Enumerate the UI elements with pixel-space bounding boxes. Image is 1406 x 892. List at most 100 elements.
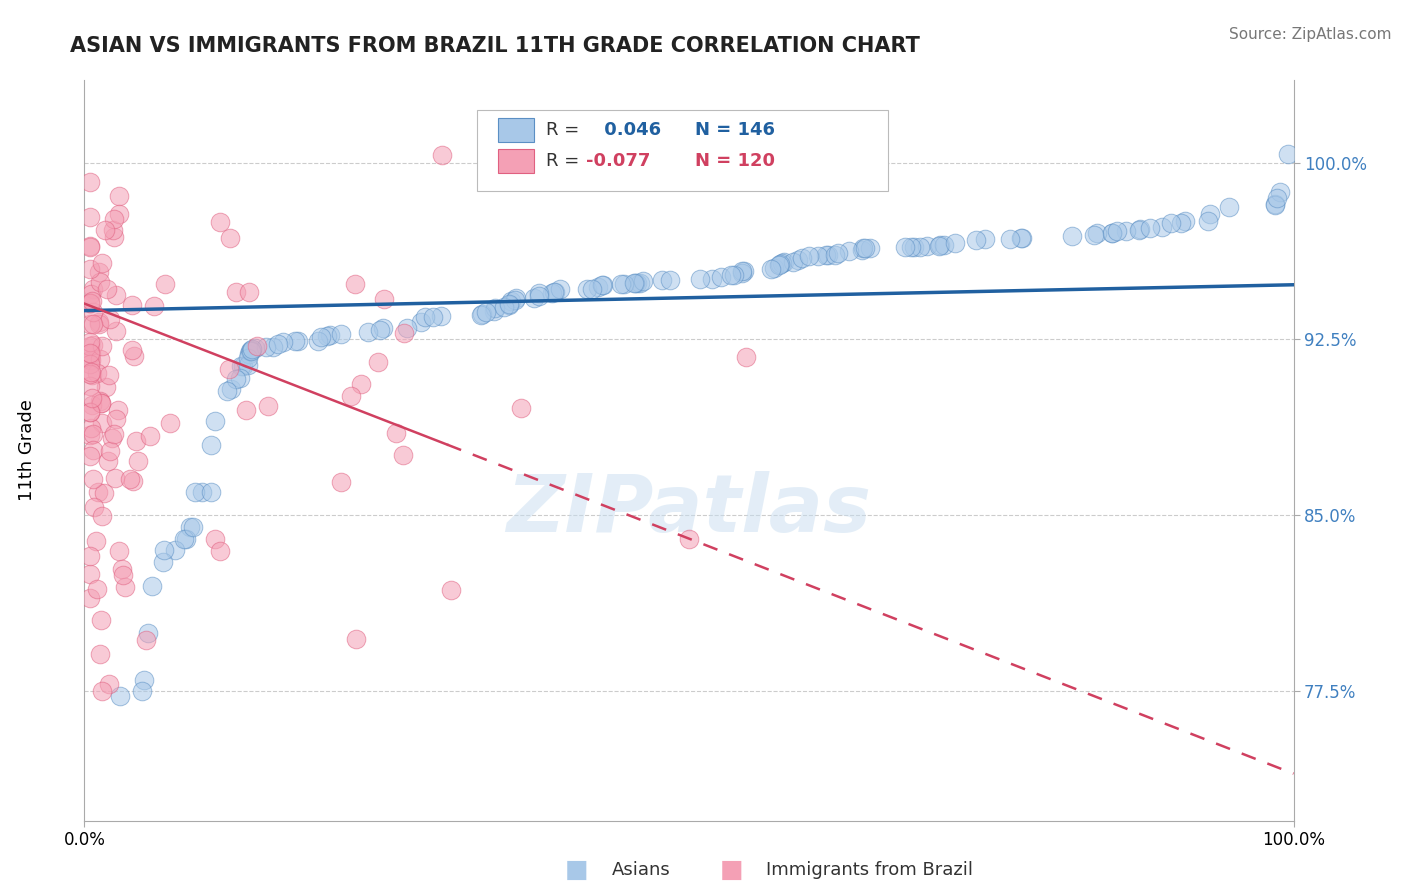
Point: [238, 351, 260, 366]
Point: [432, 148, 454, 162]
Point: [1129, 222, 1152, 236]
Point: [204, 532, 226, 546]
Point: [769, 257, 792, 271]
Point: [103, 212, 125, 227]
Point: [235, 403, 257, 417]
Point: [90, 613, 112, 627]
Point: [917, 239, 939, 253]
Point: [89, 317, 111, 331]
Point: [239, 343, 262, 358]
Point: [107, 402, 129, 417]
Point: [262, 339, 284, 353]
Text: Immigrants from Brazil: Immigrants from Brazil: [766, 861, 973, 879]
Point: [903, 240, 925, 254]
Point: [163, 543, 186, 558]
Point: [104, 288, 127, 302]
Point: [1199, 207, 1222, 221]
Point: [79, 449, 101, 463]
Point: [108, 689, 131, 703]
Point: [107, 544, 129, 558]
Text: ■: ■: [565, 858, 588, 881]
Point: [273, 335, 295, 350]
Point: [266, 336, 288, 351]
Text: Asians: Asians: [612, 861, 671, 879]
Point: [827, 245, 849, 260]
Point: [240, 343, 263, 357]
Point: [80, 347, 103, 361]
Point: [357, 325, 380, 339]
Point: [225, 285, 247, 300]
Point: [592, 278, 614, 293]
Point: [135, 633, 157, 648]
Point: [470, 308, 492, 322]
Point: [471, 307, 494, 321]
Point: [104, 324, 127, 338]
Point: [626, 276, 648, 290]
Point: [586, 280, 609, 294]
Point: [108, 207, 131, 221]
Point: [86, 366, 108, 380]
Point: [735, 350, 758, 364]
Point: [239, 343, 262, 358]
Point: [1170, 216, 1192, 230]
Point: [98, 444, 121, 458]
Point: [82, 472, 104, 486]
Point: [79, 262, 101, 277]
Point: [82, 305, 104, 319]
Point: [540, 285, 562, 300]
Point: [200, 484, 222, 499]
Point: [174, 532, 197, 546]
Point: [316, 329, 339, 343]
Point: [792, 252, 814, 266]
Point: [82, 282, 104, 296]
Point: [79, 427, 101, 442]
Point: [932, 237, 955, 252]
Point: [411, 315, 433, 329]
Point: [475, 304, 498, 318]
Point: [492, 300, 515, 314]
Point: [385, 425, 408, 440]
Point: [851, 244, 873, 258]
Point: [678, 532, 700, 546]
Point: [759, 261, 782, 276]
Point: [498, 298, 520, 312]
Point: [139, 429, 162, 443]
Point: [484, 301, 506, 315]
Point: [853, 241, 876, 255]
Point: [114, 580, 136, 594]
Point: [98, 677, 121, 691]
Point: [79, 296, 101, 310]
Point: [429, 310, 451, 324]
Point: [82, 293, 104, 308]
Point: [498, 297, 520, 311]
Point: [367, 355, 389, 369]
Point: [908, 240, 931, 254]
Point: [232, 359, 254, 373]
Point: [101, 222, 124, 236]
Point: [131, 684, 153, 698]
Point: [90, 395, 112, 409]
Point: [97, 368, 120, 382]
Point: [112, 567, 135, 582]
Point: [1277, 147, 1299, 161]
Point: [86, 582, 108, 596]
Point: [610, 277, 633, 291]
Point: [1197, 214, 1219, 228]
FancyBboxPatch shape: [498, 118, 534, 142]
Point: [284, 334, 307, 348]
FancyBboxPatch shape: [498, 149, 534, 173]
Point: [1150, 219, 1173, 234]
Point: [503, 293, 526, 308]
Point: [79, 211, 101, 225]
Point: [309, 330, 332, 344]
Point: [395, 320, 418, 334]
Point: [287, 334, 309, 348]
Point: [243, 341, 266, 355]
Point: [340, 389, 363, 403]
Point: [89, 275, 111, 289]
Point: [159, 416, 181, 430]
Text: -0.077: -0.077: [586, 152, 651, 170]
Point: [121, 343, 143, 357]
Point: [330, 475, 353, 490]
Point: [208, 544, 231, 558]
